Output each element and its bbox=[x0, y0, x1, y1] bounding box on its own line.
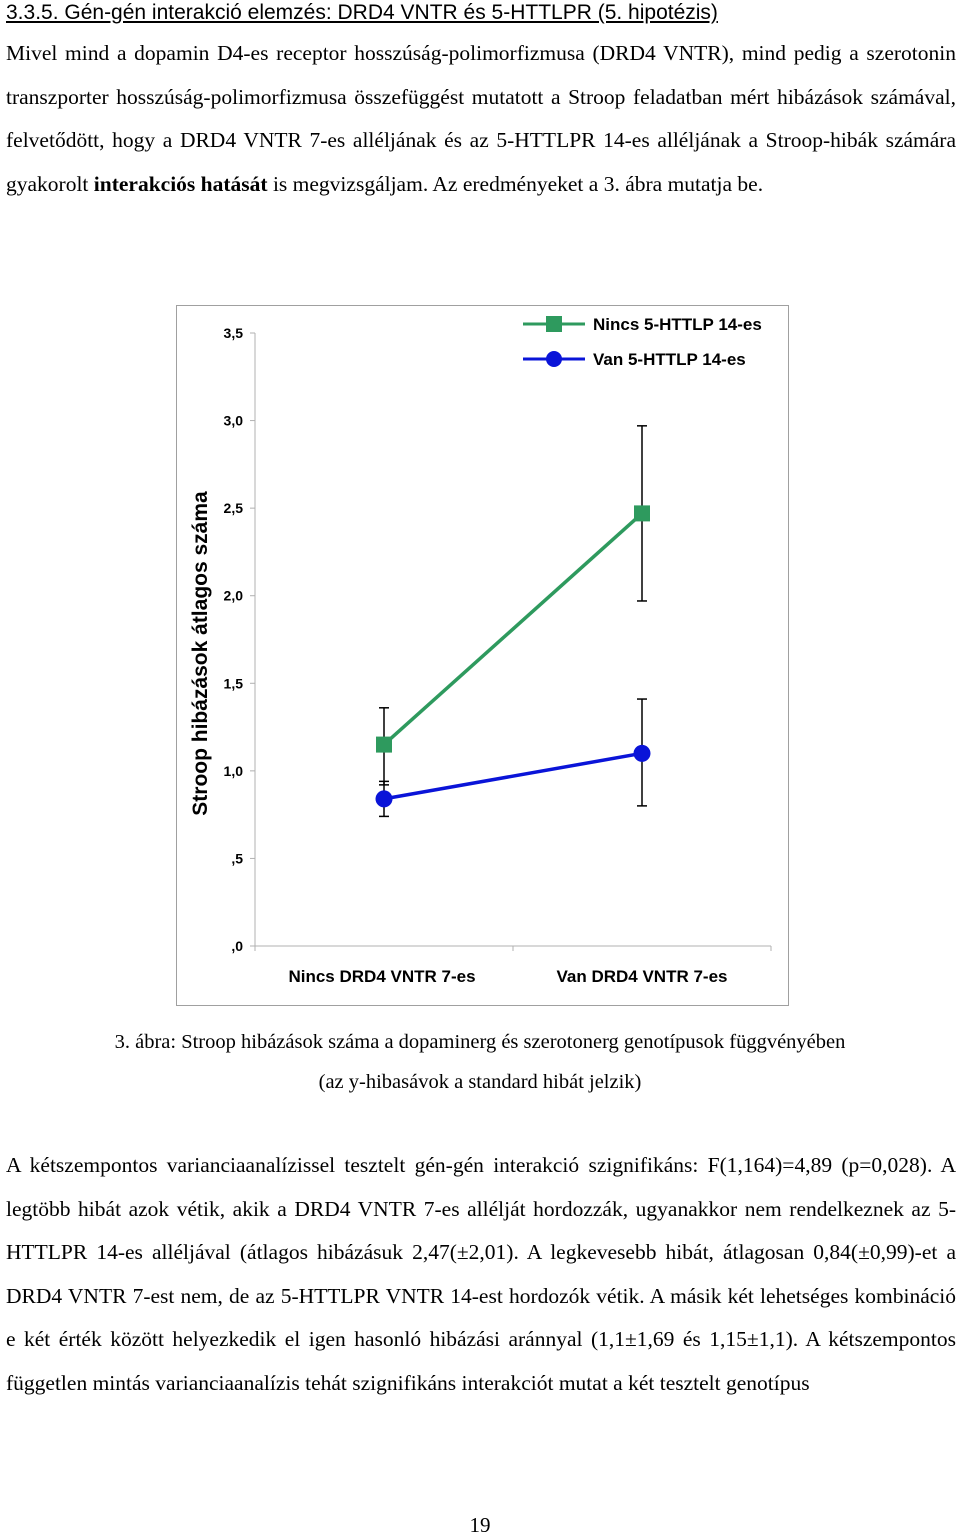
x-category-label: Nincs DRD4 VNTR 7-es bbox=[288, 967, 475, 986]
results-paragraph: A kétszempontos varianciaanalízissel tes… bbox=[6, 1153, 956, 1395]
y-tick-label: 2,5 bbox=[224, 500, 244, 516]
series-1 bbox=[376, 425, 650, 786]
legend-label: Van 5-HTTLP 14-es bbox=[593, 350, 746, 369]
y-tick-label: 1,5 bbox=[224, 675, 244, 691]
data-point-circle bbox=[375, 790, 393, 808]
page-number: 19 bbox=[469, 1513, 491, 1537]
y-tick-label: ,5 bbox=[231, 850, 243, 866]
x-axis: Nincs DRD4 VNTR 7-es Van DRD4 VNTR 7-es bbox=[254, 945, 772, 986]
legend: Nincs 5-HTTLP 14-es Van 5-HTTLP 14-es bbox=[519, 306, 788, 374]
data-point-square bbox=[376, 736, 392, 753]
interaction-chart: ,0 ,5 1,0 1,5 2,0 2,5 3,0 3,5 Stroop hibázások á… bbox=[176, 305, 789, 1006]
series-layer bbox=[375, 425, 651, 818]
intro-paragraph: Mivel mind a dopamin D4-es receptor hoss… bbox=[6, 32, 956, 206]
series-line bbox=[383, 751, 643, 801]
series-line bbox=[382, 512, 644, 746]
section-heading: 3.3.5. Gén-gén interakció elemzés: DRD4 … bbox=[6, 1, 718, 24]
intro-bold-term: interakciós hatását bbox=[93, 171, 268, 196]
data-point-square bbox=[634, 505, 650, 522]
y-tick-label: 1,0 bbox=[224, 763, 244, 779]
y-tick-label: 3,5 bbox=[224, 325, 244, 341]
figure-caption-note: (az y-hibasávok a standard hibát jelzik) bbox=[318, 1071, 642, 1093]
y-tick-label: 2,0 bbox=[224, 588, 244, 604]
figure-caption: 3. ábra: Stroop hibázások száma a dopami… bbox=[114, 1031, 846, 1053]
data-point-circle bbox=[633, 744, 651, 762]
y-axis-title: Stroop hibázások átlagos száma bbox=[189, 491, 212, 816]
legend-background bbox=[519, 306, 788, 374]
legend-marker-circle bbox=[546, 351, 562, 367]
legend-label: Nincs 5-HTTLP 14-es bbox=[593, 315, 762, 334]
intro-text-end: is megvizsgáljam. Az eredményeket a 3. á… bbox=[267, 171, 764, 196]
intro-text: Mivel mind a dopamin D4-es receptor hoss… bbox=[6, 41, 956, 196]
chart-svg: ,0 ,5 1,0 1,5 2,0 2,5 3,0 3,5 Stroop hibázások á… bbox=[189, 306, 788, 986]
series-2 bbox=[375, 698, 651, 818]
y-tick-label: ,0 bbox=[231, 938, 243, 954]
y-axis: ,0 ,5 1,0 1,5 2,0 2,5 3,0 3,5 Stroop hibázások á… bbox=[189, 325, 256, 954]
x-category-label: Van DRD4 VNTR 7-es bbox=[557, 967, 728, 986]
y-tick-label: 3,0 bbox=[224, 413, 244, 429]
legend-marker-square bbox=[546, 316, 562, 332]
